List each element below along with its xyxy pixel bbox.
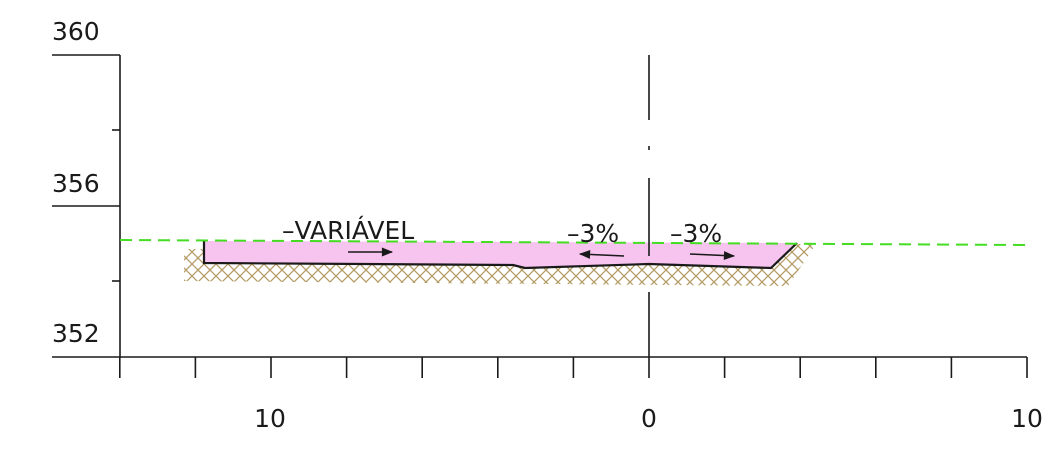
x-axis: 10 0 10 [52,356,1043,433]
x-tick-label-center: 0 [641,404,657,433]
left-slope-arrow [578,249,625,259]
x-axis-ticks [119,357,1028,378]
y-axis: 360 356 352 [52,17,121,358]
x-tick-label-left: 10 [254,404,286,433]
y-tick-label-356: 356 [52,169,100,198]
left-slope-label: –3% [567,219,619,248]
variable-width-label: –VARIÁVEL [282,216,414,245]
y-tick-label-352: 352 [52,319,100,348]
annotations: –VARIÁVEL –3% –3% [282,216,736,261]
x-tick-label-right: 10 [1011,404,1043,433]
right-slope-label: –3% [670,219,722,248]
right-slope-arrow [689,251,736,261]
pavement-bottom-line [202,241,798,270]
y-tick-label-360: 360 [52,17,100,46]
